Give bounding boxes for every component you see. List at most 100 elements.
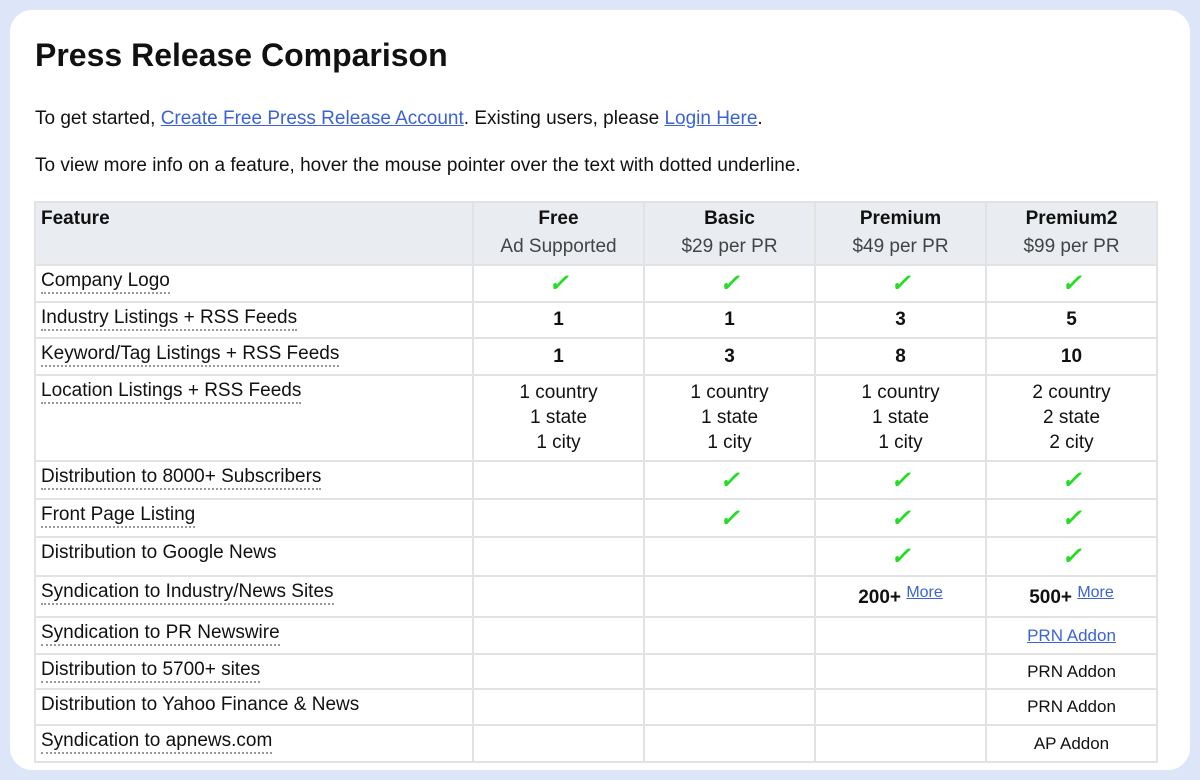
feature-cell: Front Page Listing [34,498,474,538]
table-row: Syndication to Industry/News Sites 200+ M… [34,575,1158,618]
checkmark-icon: ✓ [548,270,569,297]
feature-label[interactable]: Location Listings + RSS Feeds [41,380,302,404]
comparison-table: Feature Free Ad Supported Basic $29 per PR Pr… [34,201,1158,763]
plan-cell: ✓ [814,264,987,303]
more-link[interactable]: More [906,584,943,601]
value-line: 2 state [1042,407,1101,428]
checkmark-icon: ✓ [890,270,911,297]
plan-cell: 1 country 1 state 1 city [472,374,645,462]
checkmark-icon: ✓ [719,270,740,297]
column-header-basic: Basic $29 per PR [643,201,816,266]
plan-cell: 3 [643,337,816,376]
plan-cell [643,616,816,655]
table-row: Distribution to 5700+ sites PRN Addon [34,653,1158,690]
column-header-premium2: Premium2 $99 per PR [985,201,1158,266]
plan-name: Premium2 [1025,208,1118,229]
plan-name: Premium [859,208,942,229]
checkmark-icon: ✓ [1061,270,1082,297]
feature-label[interactable]: Syndication to apnews.com [41,730,273,754]
header-row: Feature Free Ad Supported Basic $29 per PR Pr… [34,201,1158,266]
plan-cell [643,688,816,726]
value: 500+ [1029,587,1073,608]
login-link[interactable]: Login Here [664,108,758,129]
plan-cell: ✓ [472,264,645,303]
table-row: Company Logo ✓ ✓ ✓ ✓ [34,264,1158,303]
feature-label[interactable]: Syndication to Industry/News Sites [41,581,334,605]
plan-cell [643,536,816,577]
plan-cell: AP Addon [985,724,1158,763]
plan-cell: 5 [985,301,1158,339]
more-link[interactable]: More [1077,584,1114,601]
feature-cell: Syndication to apnews.com [34,724,474,763]
value-line: 1 city [878,432,923,453]
value: 10 [1060,345,1083,367]
create-account-link[interactable]: Create Free Press Release Account [160,108,464,129]
feature-cell: Syndication to PR Newswire [34,616,474,655]
feature-label[interactable]: Distribution to 8000+ Subscribers [41,466,322,490]
table-row: Syndication to PR Newswire PRN Addon [34,616,1158,655]
plan-cell: PRN Addon [985,688,1158,726]
feature-label: Distribution to Yahoo Finance & News [41,694,360,715]
plan-cell: PRN Addon [985,653,1158,690]
table-row: Distribution to 8000+ Subscribers ✓ ✓ ✓ [34,460,1158,500]
value: 3 [724,345,735,367]
value-line: 1 state [700,407,759,428]
page-panel: Press Release Comparison To get started,… [10,10,1190,770]
feature-label[interactable]: Keyword/Tag Listings + RSS Feeds [41,343,340,367]
column-header-free: Free Ad Supported [472,201,645,266]
feature-label[interactable]: Company Logo [41,270,170,294]
plan-cell: ✓ [643,498,816,538]
page-title: Press Release Comparison [35,37,448,73]
table-row: Location Listings + RSS Feeds 1 country 1 … [34,374,1158,462]
value-line: 1 state [529,407,588,428]
feature-label[interactable]: Front Page Listing [41,504,196,528]
feature-cell: Company Logo [34,264,474,303]
value: 200+ [858,587,902,608]
plan-cell: 2 country 2 state 2 city [985,374,1158,462]
value-line: 1 country [690,382,769,403]
column-header-premium: Premium $49 per PR [814,201,987,266]
feature-label[interactable]: Industry Listings + RSS Feeds [41,307,298,331]
plan-cell: ✓ [643,460,816,500]
feature-label[interactable]: Distribution to 5700+ sites [41,659,261,683]
feature-label[interactable]: Syndication to PR Newswire [41,622,280,646]
plan-cell [814,688,987,726]
feature-cell: Industry Listings + RSS Feeds [34,301,474,339]
feature-cell: Distribution to Google News [34,536,474,577]
plan-price: $49 per PR [852,236,949,257]
value-line: 1 country [519,382,598,403]
checkmark-icon: ✓ [890,504,911,532]
checkmark-icon: ✓ [890,543,911,570]
addon-text: AP Addon [1033,733,1110,753]
value: 1 [553,345,564,367]
intro-middle: . Existing users, please [463,108,665,129]
plan-name: Free [538,208,579,229]
intro-suffix: . [757,108,763,129]
value: 8 [895,345,906,367]
value-line: 1 city [707,432,752,453]
feature-cell: Location Listings + RSS Feeds [34,374,474,462]
plan-cell [814,653,987,690]
checkmark-icon: ✓ [719,466,740,494]
plan-cell [472,575,645,618]
plan-cell [472,653,645,690]
feature-label: Distribution to Google News [41,542,277,563]
checkmark-icon: ✓ [1061,504,1082,532]
plan-cell: 200+ More [814,575,987,618]
table-row: Keyword/Tag Listings + RSS Feeds 1 3 8 10 [34,337,1158,376]
column-header-feature: Feature [34,201,474,266]
plan-price: $29 per PR [681,236,778,257]
value: 1 [553,309,564,330]
value-line: 1 state [871,407,930,428]
value-line: 1 city [536,432,581,453]
value: 5 [1066,309,1077,330]
plan-cell: ✓ [814,460,987,500]
plan-cell [472,460,645,500]
value-line: 2 country [1032,382,1111,403]
addon-link[interactable]: PRN Addon [1027,625,1116,645]
value: 1 [724,309,735,330]
table-row: Syndication to apnews.com AP Addon [34,724,1158,763]
plan-cell [472,616,645,655]
feature-cell: Distribution to Yahoo Finance & News [34,688,474,726]
plan-name: Feature [41,208,110,229]
